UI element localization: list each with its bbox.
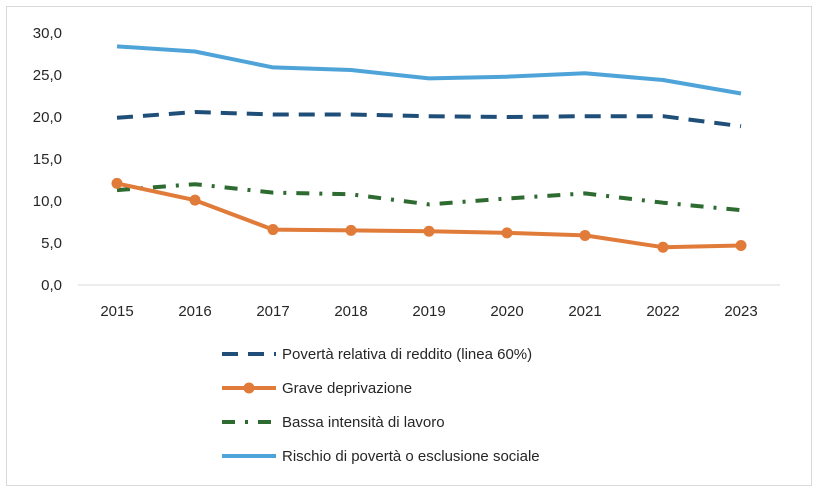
series-line-2 bbox=[116, 182, 742, 213]
legend-label-3: Rischio di povertà o esclusione sociale bbox=[282, 448, 540, 465]
y-axis-ticks: 0,0 5,0 10,0 15,0 20,0 25,0 30,0 bbox=[33, 25, 62, 294]
series-point-1 bbox=[345, 224, 357, 236]
y-tick-label: 30,0 bbox=[33, 25, 62, 42]
y-tick-label: 25,0 bbox=[33, 67, 62, 84]
legend-label-1: Grave deprivazione bbox=[282, 380, 412, 397]
series-point-1 bbox=[579, 229, 591, 241]
y-tick-label: 5,0 bbox=[41, 235, 62, 252]
y-tick-label: 10,0 bbox=[33, 193, 62, 210]
y-tick-label: 0,0 bbox=[41, 277, 62, 294]
series-line-0 bbox=[116, 110, 742, 129]
y-tick-label: 20,0 bbox=[33, 109, 62, 126]
series-line-1 bbox=[116, 181, 742, 250]
series-point-1 bbox=[657, 241, 669, 253]
legend-label-0: Povertà relativa di reddito (linea 60%) bbox=[282, 346, 532, 363]
x-tick-label: 2015 bbox=[100, 303, 133, 320]
series-layer bbox=[111, 44, 747, 253]
y-tick-label: 15,0 bbox=[33, 151, 62, 168]
x-tick-label: 2022 bbox=[646, 303, 679, 320]
series-point-1 bbox=[423, 225, 435, 237]
series-point-1 bbox=[189, 194, 201, 206]
series-point-1 bbox=[501, 227, 513, 239]
x-tick-label: 2023 bbox=[724, 303, 757, 320]
legend-label-2: Bassa intensità di lavoro bbox=[282, 414, 445, 431]
legend-marker-1 bbox=[243, 382, 255, 394]
x-tick-label: 2017 bbox=[256, 303, 289, 320]
x-tick-label: 2020 bbox=[490, 303, 523, 320]
series-line-3 bbox=[116, 44, 742, 96]
x-tick-label: 2021 bbox=[568, 303, 601, 320]
x-tick-label: 2019 bbox=[412, 303, 445, 320]
x-tick-label: 2016 bbox=[178, 303, 211, 320]
legend: Povertà relativa di reddito (linea 60%) G… bbox=[222, 346, 540, 465]
x-tick-label: 2018 bbox=[334, 303, 367, 320]
series-point-1 bbox=[735, 240, 747, 252]
series-point-1 bbox=[267, 224, 279, 236]
x-axis-ticks: 2015 2016 2017 2018 2019 2020 2021 2022 2023 bbox=[100, 303, 757, 320]
series-point-1 bbox=[111, 177, 123, 189]
